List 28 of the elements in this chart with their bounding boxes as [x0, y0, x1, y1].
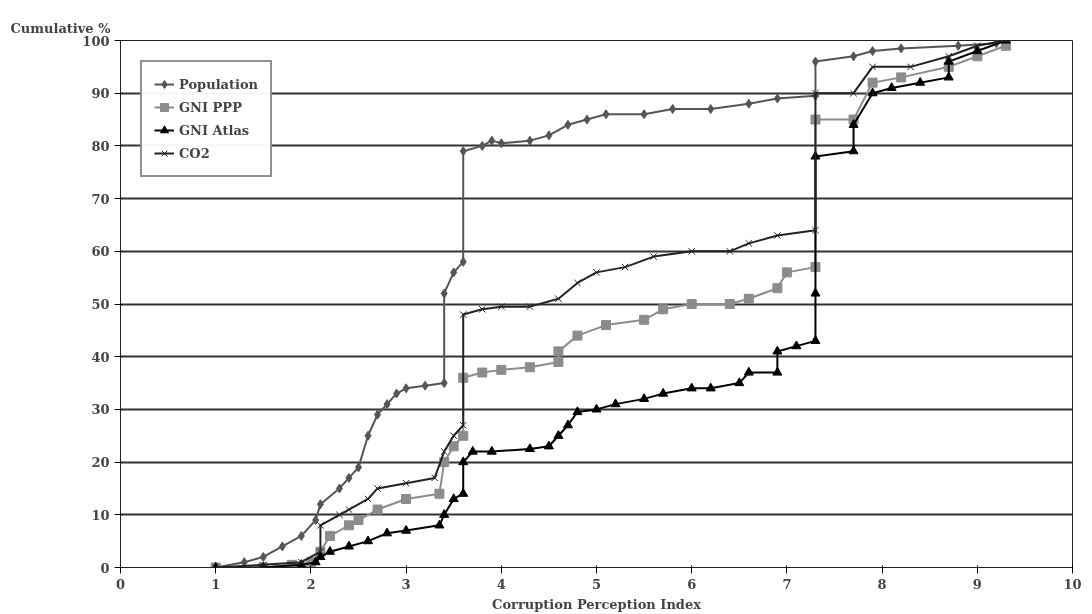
x-tick-label: 8	[877, 576, 887, 592]
x-tick-label: 9	[972, 576, 982, 592]
x-tick-label: 0	[115, 576, 126, 592]
y-tick-label: 60	[91, 244, 110, 260]
y-axis-title: Cumulative %	[10, 20, 112, 36]
legend-label: CO2	[179, 145, 210, 161]
x-tick-label: 3	[401, 576, 411, 592]
x-tick-label: 5	[591, 576, 602, 592]
y-tick-label: 70	[91, 191, 110, 207]
y-tick-label: 10	[91, 507, 110, 523]
y-tick-label: 30	[91, 402, 110, 418]
y-tick-label: 50	[91, 297, 110, 312]
legend-label: GNI Atlas	[179, 122, 250, 138]
x-tick-label: 1	[211, 576, 221, 592]
y-tick-label: 40	[91, 349, 110, 365]
y-tick-label: 80	[91, 138, 110, 154]
legend-label: GNI PPP	[179, 99, 242, 115]
y-tick-label: 20	[91, 455, 110, 471]
x-tick-label: 2	[306, 576, 316, 592]
y-tick-label: 0	[100, 560, 110, 576]
y-tick-label: 90	[91, 86, 110, 102]
x-tick-label: 4	[496, 576, 506, 592]
x-tick-label: 7	[782, 576, 792, 592]
x-tick-label: 10	[1063, 576, 1082, 592]
y-tick-label: 100	[82, 33, 110, 49]
x-axis-title: Corruption Perception Index	[492, 596, 702, 612]
legend-label: Population	[179, 76, 259, 92]
x-tick-label: 6	[687, 576, 697, 592]
